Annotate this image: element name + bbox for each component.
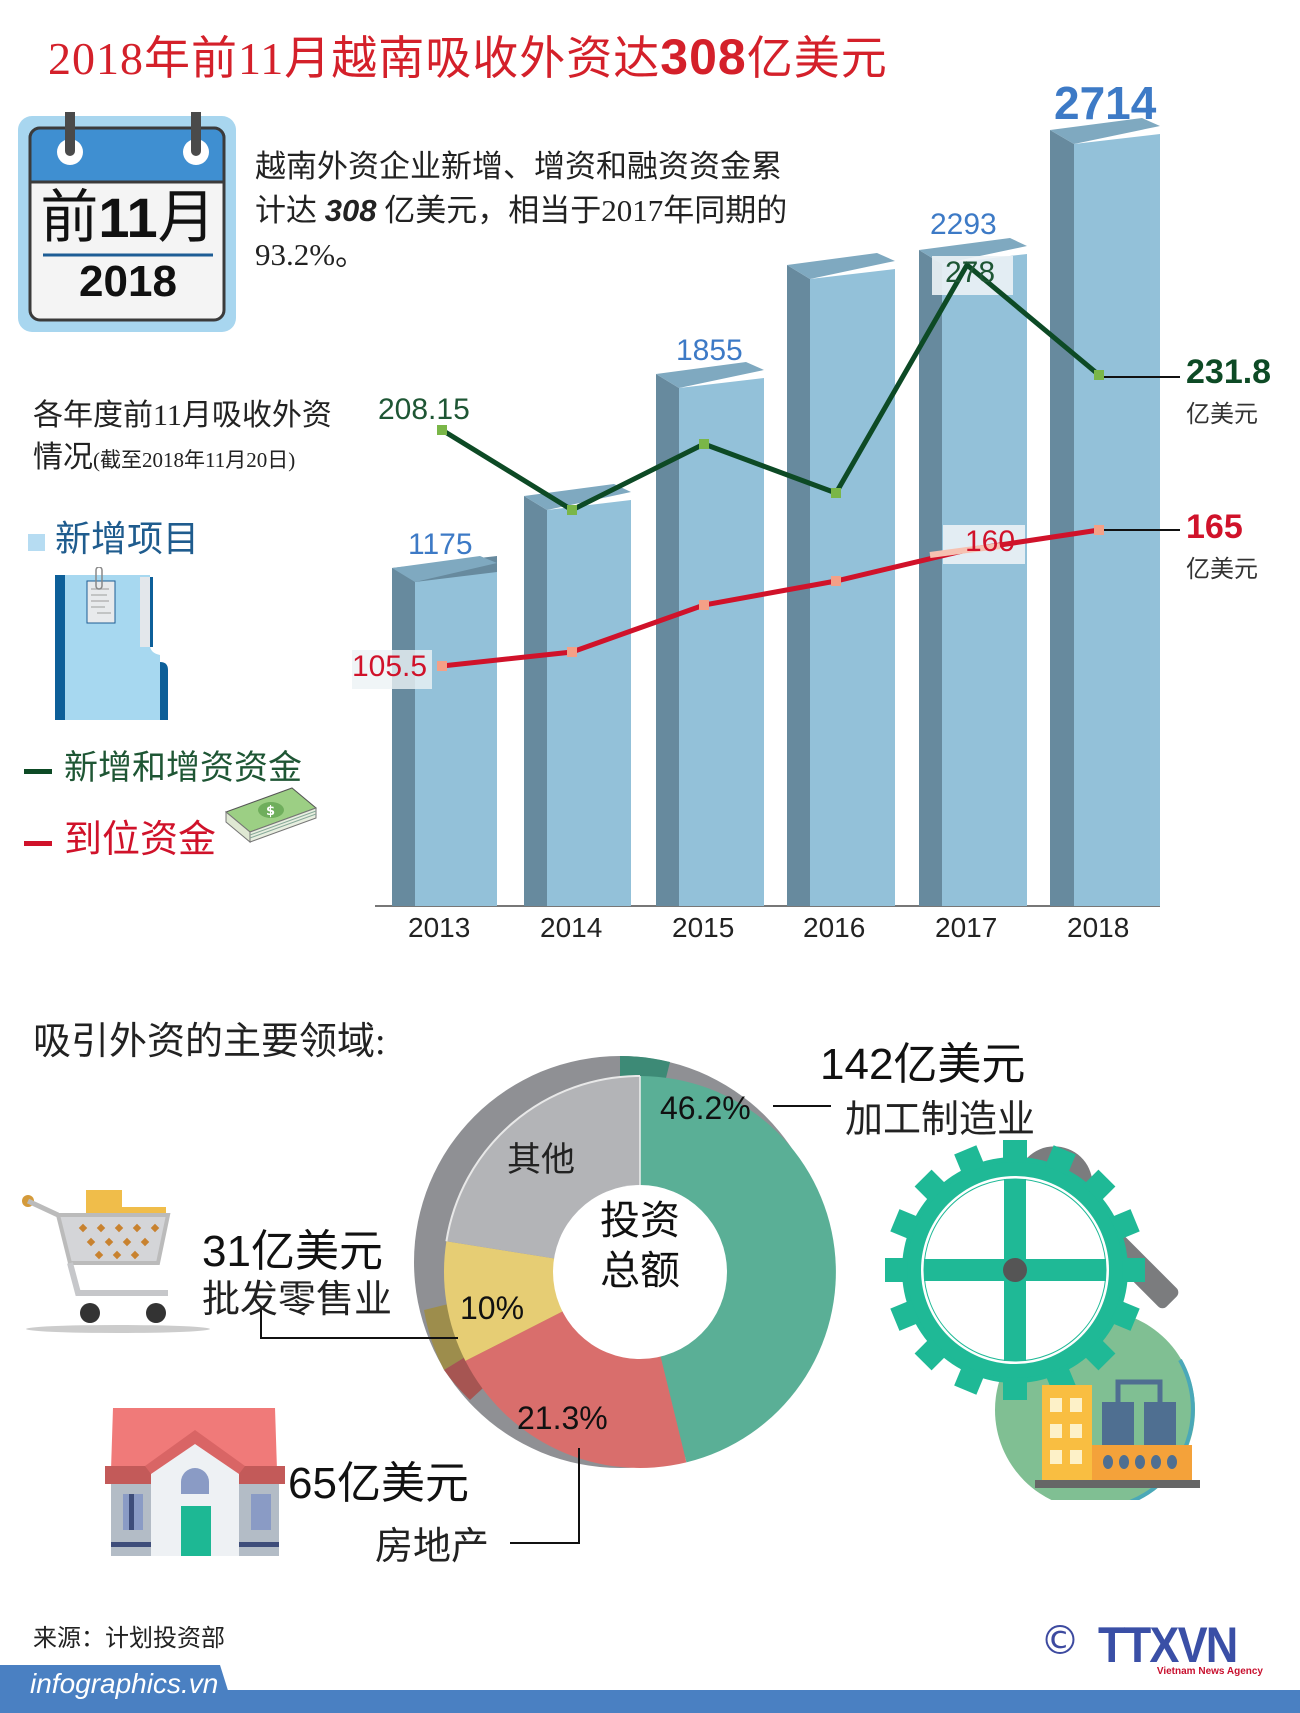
- donut-center-label: 投资 总额: [600, 1198, 680, 1293]
- red-label-2013: 105.5: [352, 650, 428, 683]
- red-label-2017: 160: [965, 525, 1016, 558]
- copyright-icon: ©: [1040, 1618, 1080, 1664]
- leader-real-estate-h: [510, 1542, 580, 1544]
- calendar-year: 2018: [79, 257, 177, 306]
- green-label-unit: 亿美元: [1186, 402, 1258, 428]
- money-stack-icon: $: [222, 782, 318, 844]
- bar-2014: [524, 484, 631, 906]
- green-label-2017: 278: [945, 256, 996, 289]
- bar-label-2015: 1855: [676, 334, 743, 367]
- site-link[interactable]: infographics.vn: [30, 1668, 219, 1699]
- bar-label-2017: 2293: [930, 208, 997, 241]
- x-tick-2016: 2016: [803, 912, 866, 943]
- manufacturing-name: 加工制造业: [845, 1099, 1036, 1141]
- bar-2013: [392, 556, 497, 906]
- ttxvn-logo: TTXVN Vietnam News Agency: [1098, 1617, 1263, 1677]
- house-icon: [105, 1408, 285, 1558]
- legend-swatch-green-line: [24, 768, 52, 774]
- pct-retail: 10%: [460, 1290, 525, 1326]
- leader-manufacturing: [773, 1105, 831, 1107]
- footer-bar: [0, 1690, 1300, 1713]
- x-tick-2018: 2018: [1067, 912, 1130, 943]
- pct-real-estate: 21.3%: [517, 1400, 608, 1436]
- bar-2016: [787, 253, 895, 906]
- legend-new-capital: 新增和增资资金: [24, 740, 302, 789]
- x-tick-2017: 2017: [935, 912, 998, 943]
- intro-amount: 308: [324, 193, 377, 228]
- source-note: 来源：计划投资部: [33, 1626, 225, 1652]
- sector-donut-chart: [410, 1040, 850, 1480]
- red-label-2018: 165: [1186, 508, 1243, 546]
- real-estate-amount: 65亿美元: [288, 1459, 469, 1508]
- x-tick-2013: 2013: [408, 912, 471, 943]
- retail-name: 批发零售业: [202, 1279, 393, 1321]
- pct-manufacturing: 46.2%: [660, 1090, 751, 1126]
- legend-disbursed: 到位资金: [24, 808, 216, 863]
- manufacturing-amount: 142亿美元: [820, 1040, 1026, 1089]
- real-estate-name: 房地产: [375, 1526, 490, 1568]
- gear-wrench-factory-icon: [880, 1140, 1210, 1510]
- x-tick-2015: 2015: [672, 912, 735, 943]
- label-other: 其他: [507, 1142, 575, 1179]
- shopping-cart-icon: [18, 1185, 218, 1335]
- bar-label-2018: 2714: [1054, 77, 1157, 129]
- legend-new-projects: 新增项目: [28, 510, 199, 562]
- bar-label-2013: 1175: [408, 528, 473, 561]
- bar-2015: [656, 362, 764, 906]
- leader-retail-h: [260, 1337, 458, 1339]
- legend-swatch-red-line: [24, 840, 52, 846]
- calendar-icon: [18, 98, 236, 334]
- sectors-heading: 吸引外资的主要领域:: [33, 1021, 386, 1063]
- chart-subtitle: 各年度前11月吸收外资 情况(截至2018年11月20日): [33, 399, 332, 474]
- legend-swatch-bar: [28, 534, 45, 552]
- title-unit: 亿美元: [746, 33, 888, 84]
- svg-text:$: $: [266, 804, 275, 819]
- intro-paragraph: 越南外资企业新增、增资和融资资金累 计达 308 亿美元，相当于2017年同期的…: [255, 149, 788, 272]
- leader-real-estate-v: [578, 1448, 580, 1543]
- calendar-months-label: 前11月: [40, 185, 216, 250]
- bar-2018: [1050, 118, 1160, 906]
- page-title: 2018年前11月越南吸收外资达308亿美元: [48, 22, 888, 88]
- title-text: 2018年前11月越南吸收外资达: [48, 33, 661, 84]
- folder-icon: [55, 566, 170, 722]
- green-label-2013: 208.15: [378, 393, 470, 426]
- x-tick-2014: 2014: [540, 912, 603, 943]
- retail-amount: 31亿美元: [202, 1227, 383, 1276]
- red-label-unit: 亿美元: [1186, 557, 1258, 583]
- footer-tab: [0, 1665, 235, 1713]
- title-amount: 308: [660, 29, 747, 85]
- bar-2017: [919, 238, 1027, 906]
- green-label-2018: 231.8: [1186, 353, 1272, 391]
- leader-retail: [260, 1310, 262, 1338]
